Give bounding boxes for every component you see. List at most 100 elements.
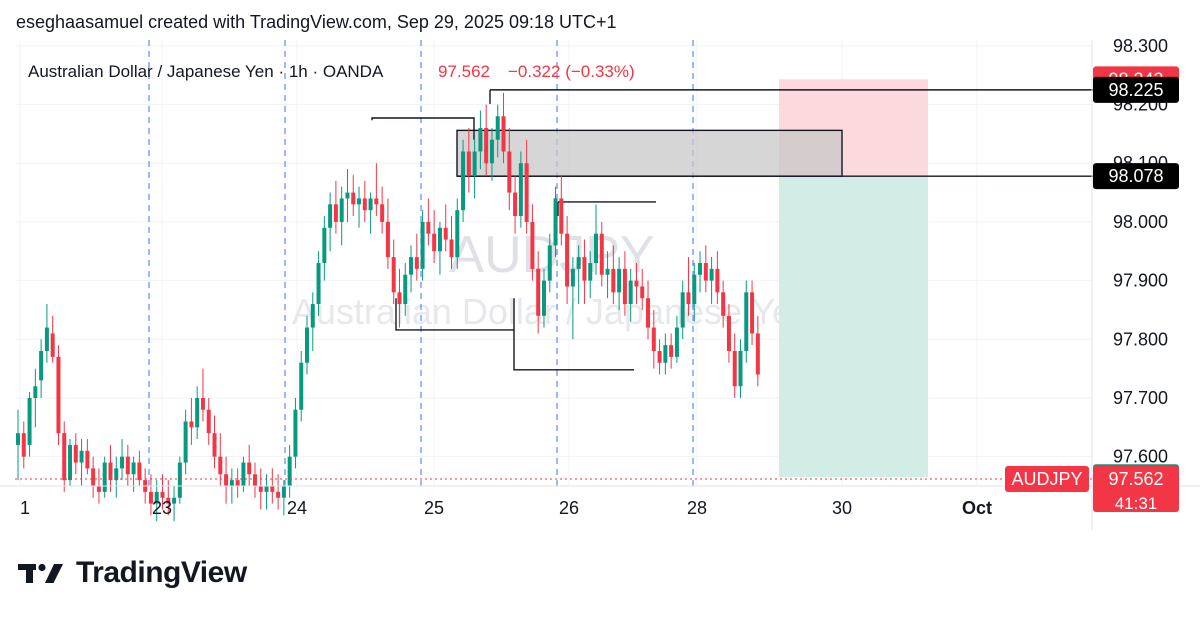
candle-body — [44, 327, 49, 352]
candle-body — [709, 268, 714, 281]
candle-body — [726, 315, 731, 352]
price-labels: 98.24398.22598.07897.56597.56241:31AUDJP… — [1005, 66, 1179, 513]
price-label-level: 98.078 — [1093, 163, 1179, 190]
candle-body — [426, 221, 431, 234]
candle-body — [166, 497, 171, 504]
candle-body — [195, 397, 200, 428]
candle-body — [322, 227, 327, 263]
candle-body — [750, 292, 755, 334]
candle-body — [218, 456, 223, 475]
candle-body — [357, 198, 362, 205]
candles — [16, 92, 760, 522]
price-label-text: 98.078 — [1108, 166, 1163, 186]
candle-body — [698, 263, 703, 275]
candle-body — [102, 462, 107, 492]
candle-body — [148, 491, 153, 504]
time-axis-tick-label: 26 — [559, 498, 579, 518]
chart-credit: eseghaasamuel created with TradingView.c… — [16, 12, 617, 32]
candle-body — [33, 386, 38, 398]
candle-body — [374, 198, 379, 205]
candle-body — [466, 151, 471, 175]
candle-body — [478, 128, 483, 152]
candle-body — [553, 198, 558, 246]
candle-body — [108, 462, 113, 481]
tradingview-logo[interactable]: TradingView — [18, 556, 247, 590]
price-label-box — [1093, 163, 1179, 190]
candle-body — [241, 462, 246, 486]
price-axis-tick-label: 97.700 — [1113, 388, 1168, 408]
candle-body — [91, 468, 96, 486]
candle-body — [21, 433, 26, 457]
candle-body — [229, 480, 234, 486]
candle-body — [495, 116, 500, 140]
candle-body — [565, 233, 570, 287]
candle-body — [68, 444, 73, 481]
price-label-text: 97.562 — [1108, 469, 1163, 489]
candle-body — [628, 280, 633, 305]
candle-body — [224, 474, 229, 486]
candle-body — [484, 128, 489, 164]
candle-body — [732, 351, 737, 387]
candle-body — [588, 263, 593, 281]
price-label-box — [1093, 465, 1179, 512]
candle-body — [160, 491, 165, 498]
price-label-level: 98.225 — [1093, 76, 1179, 103]
candle-body — [39, 351, 44, 381]
candle-body — [409, 257, 414, 275]
candle-body — [264, 486, 269, 492]
candle-body — [189, 421, 194, 428]
time-axis[interactable]: 1 23 24 25 26 28 30 Oct — [0, 485, 1200, 518]
candle-body — [576, 257, 581, 269]
candle-body — [310, 304, 315, 328]
take-profit-zone[interactable] — [779, 176, 928, 478]
candle-body — [281, 486, 286, 498]
candle-body — [559, 198, 564, 234]
swing-high-bracket[interactable] — [371, 117, 475, 140]
candle-body — [605, 268, 610, 275]
candle-body — [200, 397, 205, 410]
price-axis-tick-label: 97.900 — [1113, 271, 1168, 291]
candle-body — [692, 274, 697, 305]
candle-body — [715, 268, 720, 293]
candle-body — [56, 356, 61, 434]
candle-body — [137, 462, 142, 481]
candle-body — [114, 468, 119, 481]
price-chart[interactable]: AUDJPY Australian Dollar / Japanese Yen … — [0, 0, 1200, 530]
candle-body — [674, 327, 679, 357]
symbol-tag-text: AUDJPY — [1011, 469, 1082, 489]
swing-low-bracket-2[interactable] — [513, 329, 634, 371]
candle-body — [663, 345, 668, 363]
time-axis-tick-label: 28 — [687, 498, 707, 518]
time-axis-tick-label: Oct — [962, 498, 992, 518]
price-axis-tick-label: 97.600 — [1113, 447, 1168, 467]
candle-body — [333, 204, 338, 222]
candle-body — [380, 204, 385, 222]
swing-low-bracket[interactable] — [395, 298, 515, 331]
candle-body — [489, 139, 494, 164]
candle-body — [293, 409, 298, 457]
candle-body — [79, 450, 84, 463]
candle-body — [622, 268, 627, 305]
symbol-tag-box — [1005, 465, 1089, 492]
candle-body — [646, 298, 651, 328]
candle-body — [744, 292, 749, 352]
candle-body — [507, 151, 512, 193]
price-axis-tick-label: 98.000 — [1113, 212, 1168, 232]
candle-body — [368, 198, 373, 211]
time-axis-tick-label: 30 — [832, 498, 852, 518]
candle-body — [530, 221, 535, 269]
price-axis-tick-label: 97.800 — [1113, 329, 1168, 349]
candle-body — [651, 327, 656, 352]
price-axis[interactable]: 98.30098.20098.10098.00097.90097.80097.7… — [1091, 36, 1168, 530]
candle-body — [721, 292, 726, 316]
candle-body — [27, 397, 32, 445]
legend-change: −0.322 (−0.33%) — [508, 62, 635, 81]
price-axis-tick-label: 98.300 — [1113, 36, 1168, 56]
candle-body — [437, 227, 442, 252]
candle-body — [62, 433, 67, 481]
supply-zone-rectangle[interactable] — [456, 129, 843, 177]
candle-body — [96, 486, 101, 492]
candle-body — [617, 268, 622, 293]
candle-body — [657, 351, 662, 363]
candle-body — [397, 292, 402, 305]
